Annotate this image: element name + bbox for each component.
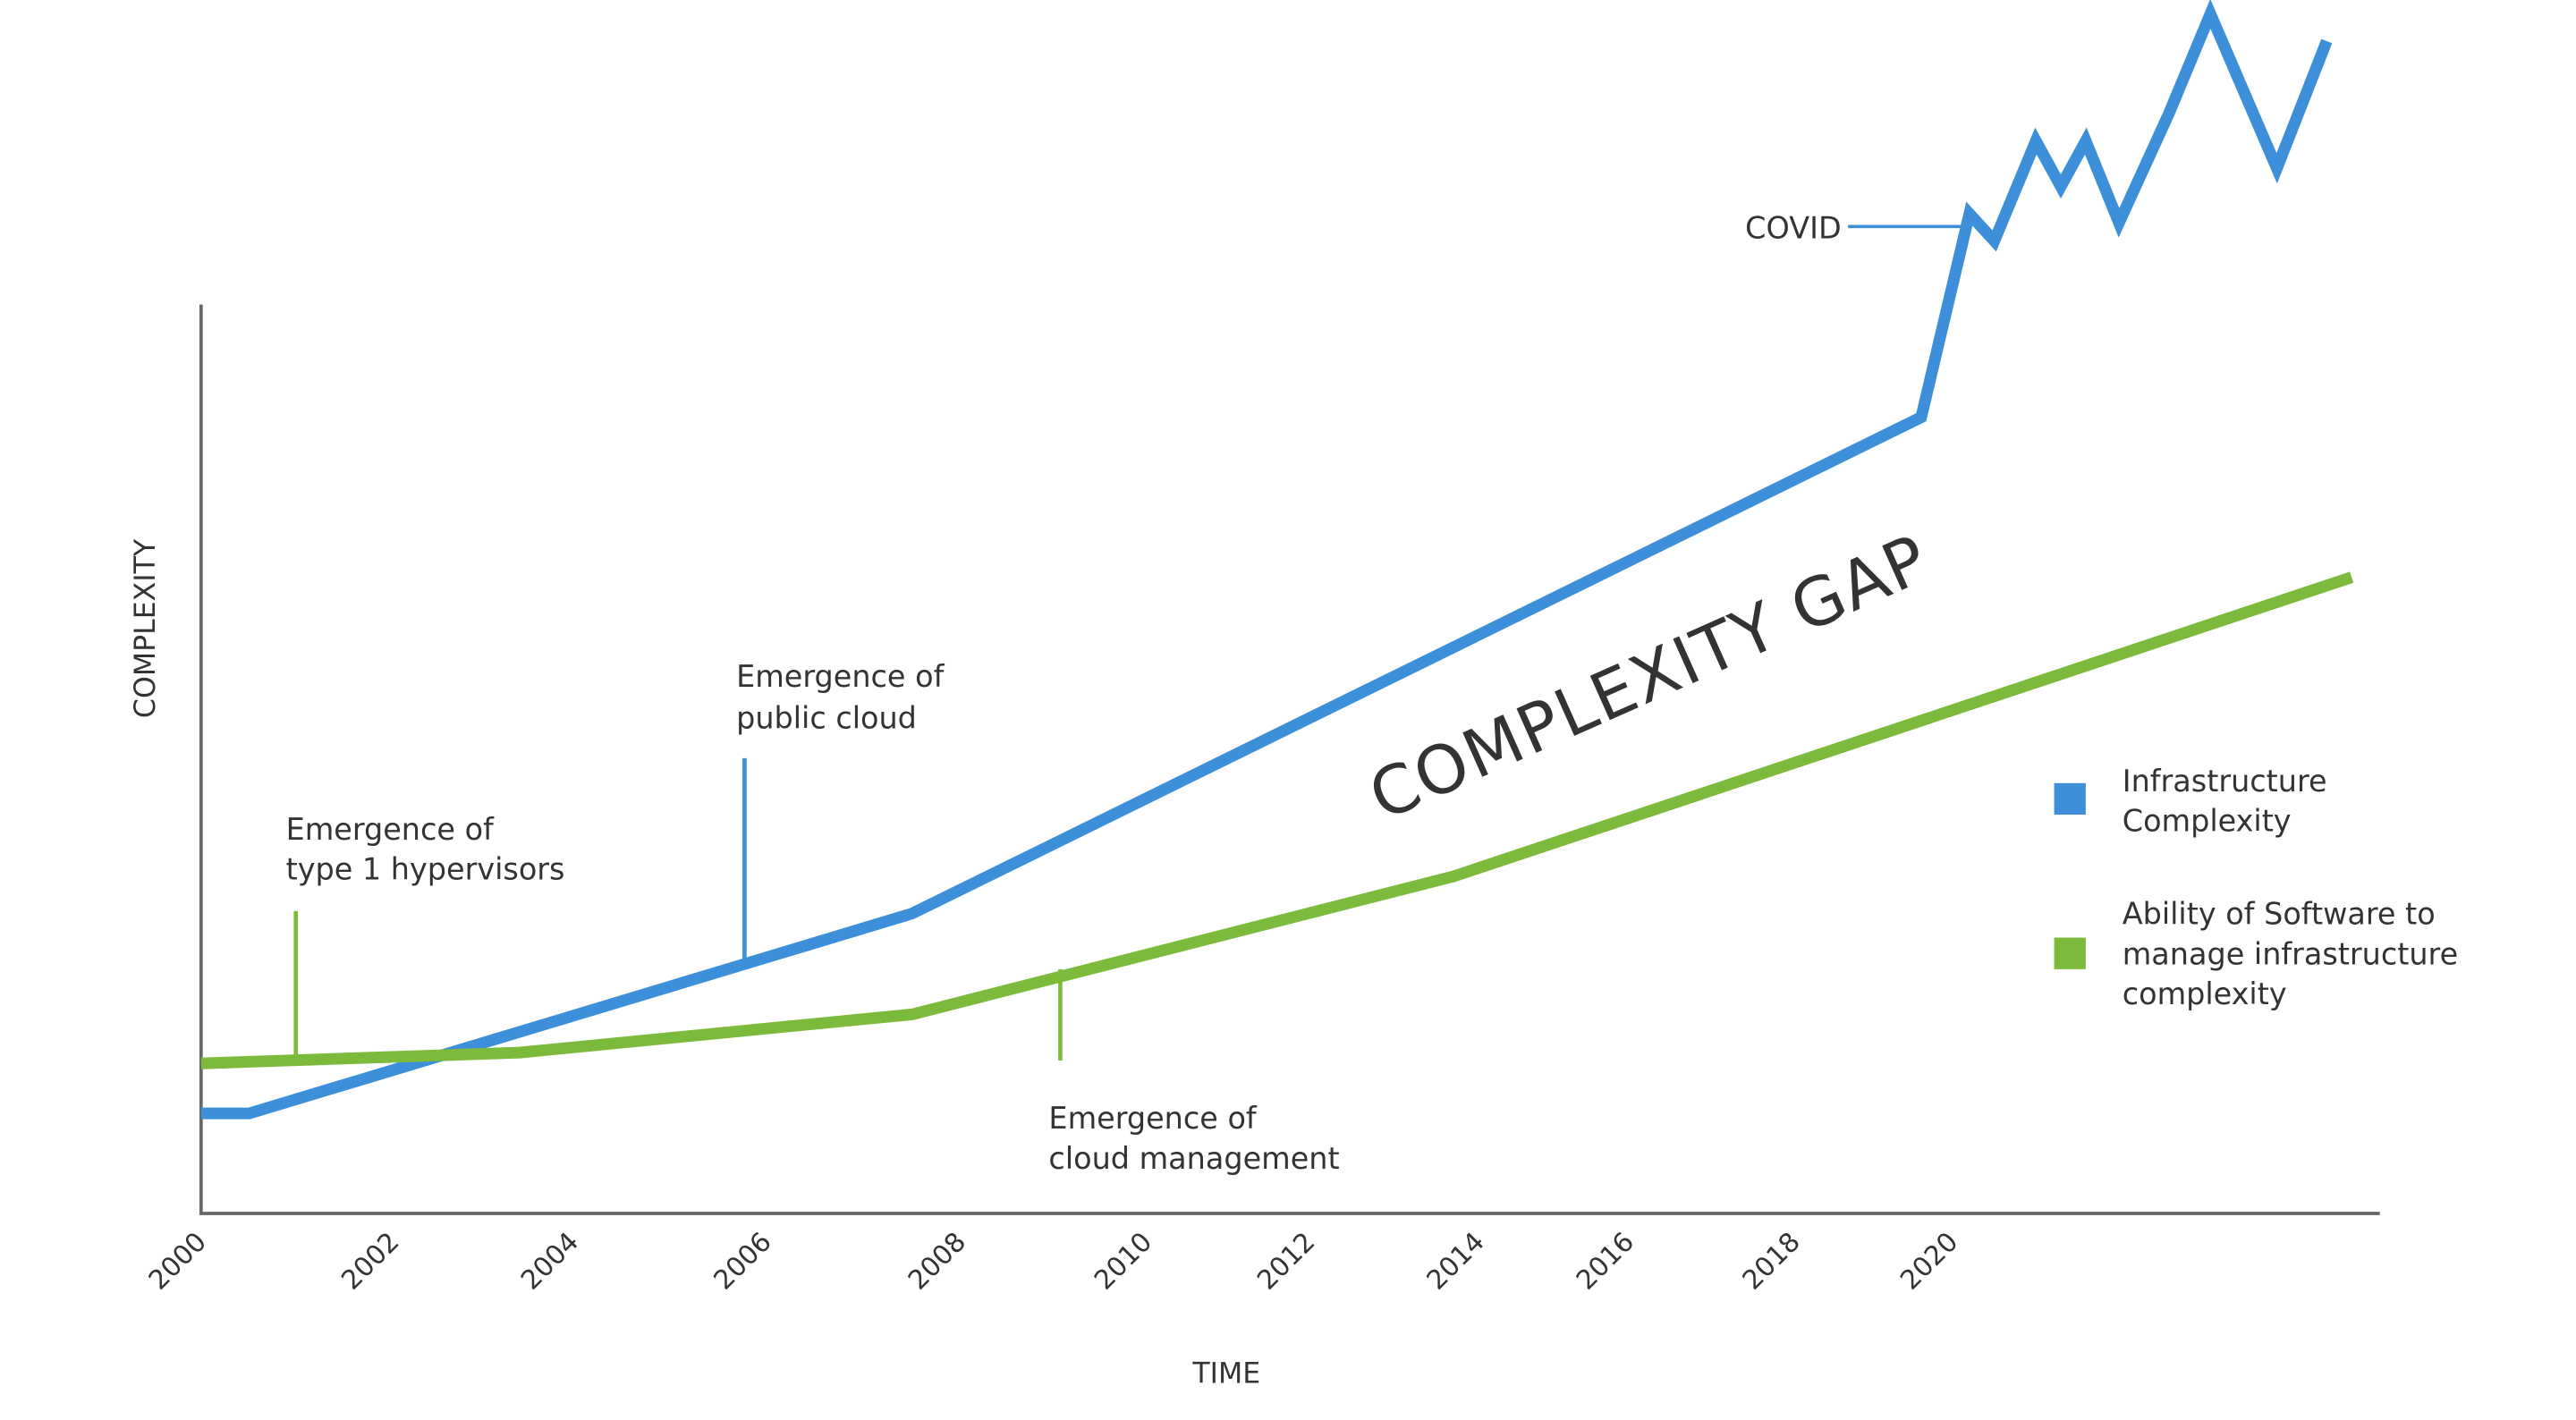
annotation-label: type 1 hypervisors [286, 852, 565, 887]
x-tick-label: 2012 [1251, 1226, 1321, 1296]
infrastructure-complexity-line [200, 0, 2333, 1120]
x-axis-label: TIME [1191, 1358, 1260, 1390]
x-tick-label: 2014 [1421, 1226, 1491, 1296]
annotation-label: Emergence of [736, 659, 945, 694]
x-tick-label: 2018 [1737, 1226, 1807, 1296]
x-tick-label: 2016 [1571, 1226, 1640, 1296]
legend-swatch [2054, 782, 2086, 816]
legend-label: Infrastructure [2123, 764, 2327, 799]
covid-label: COVID [1745, 210, 1842, 245]
legend-label: Complexity [2123, 804, 2292, 839]
legend-label: manage infrastructure [2123, 936, 2458, 971]
legend-swatch [2054, 937, 2086, 969]
x-tick-label: 2006 [708, 1226, 777, 1296]
annotation-label: public cloud [736, 700, 917, 735]
annotation-label: Emergence of [286, 812, 495, 847]
complexity-gap-label: COMPLEXITY GAP [1358, 520, 1940, 836]
x-tick-label: 2010 [1089, 1226, 1158, 1296]
y-axis-label: COMPLEXITY [130, 538, 162, 718]
annotation-label: cloud management [1048, 1141, 1339, 1176]
x-tick-label: 2008 [902, 1226, 972, 1296]
legend-label: complexity [2123, 976, 2287, 1011]
x-tick-label: 2000 [143, 1226, 213, 1296]
annotation-label: Emergence of [1048, 1101, 1257, 1136]
x-tick-label: 2004 [515, 1226, 585, 1296]
x-tick-label: 2002 [335, 1226, 405, 1296]
software-ability-line [200, 571, 2354, 1069]
legend-label: Ability of Software to [2123, 897, 2436, 932]
x-tick-label: 2020 [1894, 1226, 1964, 1296]
